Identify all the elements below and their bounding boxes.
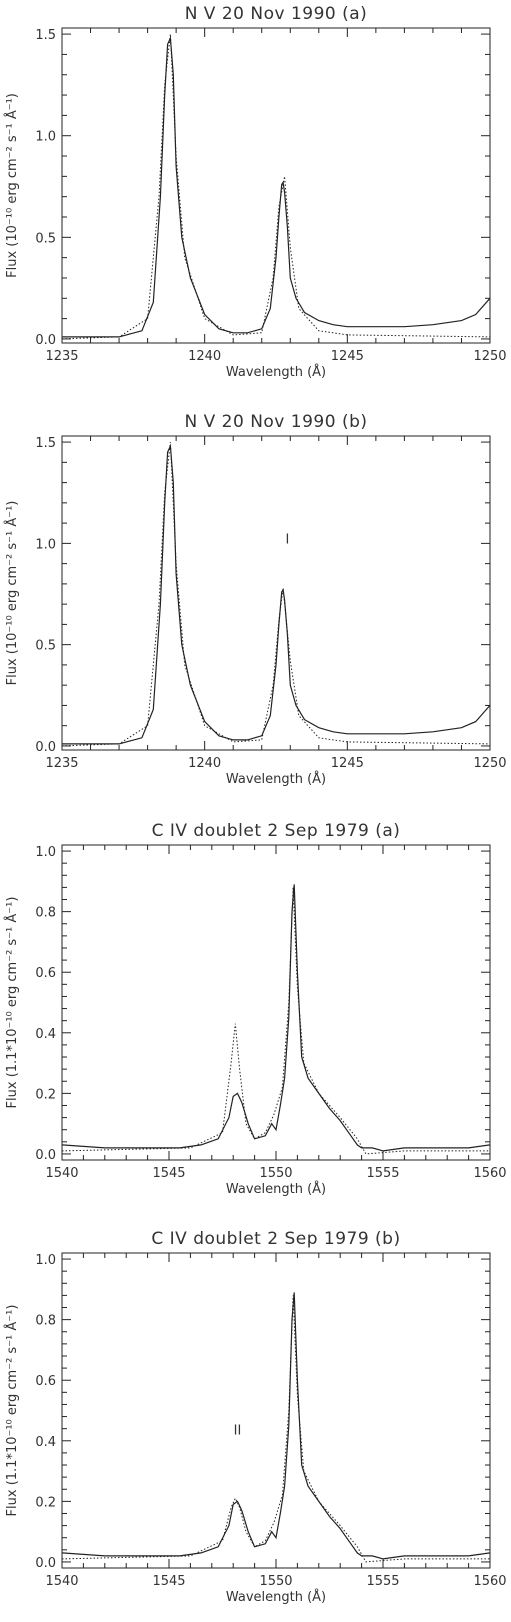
x-axis-label: Wavelength (Å) xyxy=(226,1589,326,1605)
model-line xyxy=(62,887,490,1155)
x-tick-label: 1240 xyxy=(188,349,221,364)
x-tick-label: 1250 xyxy=(473,756,506,771)
x-tick-label: 1235 xyxy=(45,756,78,771)
x-axis-label: Wavelength (Å) xyxy=(226,364,326,380)
y-tick-label: 1.0 xyxy=(35,845,56,860)
x-tick-label: 1250 xyxy=(473,349,506,364)
x-tick-label: 1240 xyxy=(188,756,221,771)
x-axis-label: Wavelength (Å) xyxy=(226,771,326,787)
y-tick-label: 0.0 xyxy=(35,333,56,348)
x-tick-label: 1555 xyxy=(366,1166,399,1181)
y-tick-label: 0.0 xyxy=(35,1148,56,1163)
x-axis-label: Wavelength (Å) xyxy=(226,1181,326,1197)
plot-frame xyxy=(61,844,491,1161)
x-tick-label: 1540 xyxy=(45,1166,78,1181)
y-axis-label: Flux (10⁻¹⁰ erg cm⁻² s⁻¹ Å⁻¹) xyxy=(4,501,20,686)
model-line xyxy=(62,34,490,340)
y-axis-label: Flux (10⁻¹⁰ erg cm⁻² s⁻¹ Å⁻¹) xyxy=(4,93,20,278)
y-tick-label: 0.0 xyxy=(35,1556,56,1571)
y-axis-label: Flux (1.1*10⁻¹⁰ erg cm⁻² s⁻¹ Å⁻¹) xyxy=(4,897,20,1109)
x-tick-label: 1545 xyxy=(152,1166,185,1181)
y-tick-label: 0.2 xyxy=(35,1087,56,1102)
y-tick-label: 0.0 xyxy=(35,740,56,755)
x-tick-label: 1560 xyxy=(473,1574,506,1589)
observed-line xyxy=(62,1292,490,1560)
y-tick-label: 0.8 xyxy=(35,906,56,921)
chart-title: N V 20 Nov 1990 (b) xyxy=(185,412,368,432)
x-tick-label: 1550 xyxy=(259,1166,292,1181)
x-tick-label: 1245 xyxy=(331,349,364,364)
y-tick-label: 0.6 xyxy=(35,966,56,981)
observed-line xyxy=(62,443,490,745)
annotation-label: I xyxy=(285,532,289,547)
x-tick-label: 1540 xyxy=(45,1574,78,1589)
chart-title: C IV doublet 2 Sep 1979 (a) xyxy=(152,821,401,841)
chart-title: N V 20 Nov 1990 (a) xyxy=(185,4,368,24)
y-tick-label: 0.4 xyxy=(35,1435,56,1450)
y-tick-label: 0.5 xyxy=(35,639,56,654)
y-axis-label: Flux (1.1*10⁻¹⁰ erg cm⁻² s⁻¹ Å⁻¹) xyxy=(4,1305,20,1517)
y-tick-label: 1.0 xyxy=(35,537,56,552)
y-tick-label: 0.2 xyxy=(35,1495,56,1510)
x-tick-label: 1245 xyxy=(331,756,364,771)
y-tick-label: 1.5 xyxy=(35,436,56,451)
y-tick-label: 0.6 xyxy=(35,1374,56,1389)
observed-line xyxy=(62,35,490,338)
chart-panel-3: C IV doublet 2 Sep 1979 (a) 1540 1545 1550 1… xyxy=(4,821,507,1197)
y-tick-label: 1.0 xyxy=(35,130,56,145)
annotation-label: II xyxy=(234,1424,242,1439)
y-tick-label: 0.8 xyxy=(35,1314,56,1329)
y-tick-label: 0.4 xyxy=(35,1027,56,1042)
model-line xyxy=(62,442,490,747)
y-tick-label: 1.0 xyxy=(35,1253,56,1268)
plot-frame xyxy=(61,1252,491,1569)
plot-frame xyxy=(61,27,491,344)
chart-panel-4: C IV doublet 2 Sep 1979 (b) 1540 1545 1550 1… xyxy=(4,1229,507,1605)
observed-line xyxy=(62,884,490,1152)
x-tick-label: 1555 xyxy=(366,1574,399,1589)
x-tick-label: 1235 xyxy=(45,349,78,364)
y-tick-label: 0.5 xyxy=(35,231,56,246)
x-tick-label: 1560 xyxy=(473,1166,506,1181)
model-line xyxy=(62,1295,490,1563)
x-tick-label: 1545 xyxy=(152,1574,185,1589)
chart-panel-2: N V 20 Nov 1990 (b) 1235 1240 1245 1250 0.0 0.… xyxy=(4,412,507,787)
y-tick-label: 1.5 xyxy=(35,28,56,43)
chart-panel-1: N V 20 Nov 1990 (a) 1235 1240 1245 1250 0.0 0.… xyxy=(4,4,507,380)
chart-title: C IV doublet 2 Sep 1979 (b) xyxy=(151,1229,400,1249)
plot-frame xyxy=(61,435,491,751)
x-tick-label: 1550 xyxy=(259,1574,292,1589)
